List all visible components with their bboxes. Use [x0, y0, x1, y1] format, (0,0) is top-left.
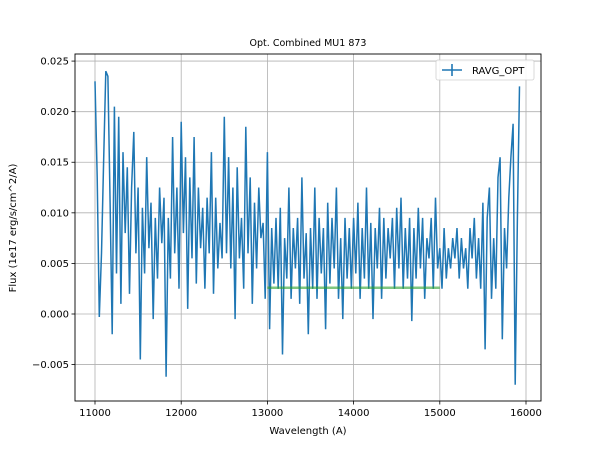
y-tick-label: 0.020 — [40, 107, 69, 118]
y-axis-label: Flux (1e17 erg/s/cm^2/A) — [8, 164, 19, 293]
x-tick-label: 16000 — [510, 408, 542, 419]
plot-frame — [74, 53, 542, 402]
series-line-ravg-opt — [94, 70, 521, 385]
x-tick-label: 13000 — [251, 408, 283, 419]
y-tick-label: 0.010 — [40, 208, 69, 219]
x-tick-label: 15000 — [424, 408, 456, 419]
x-tick-label: 12000 — [165, 408, 197, 419]
x-axis-label: Wavelength (A) — [269, 426, 346, 437]
y-tick-label: 0.000 — [40, 309, 69, 320]
legend: RAVG_OPT — [435, 59, 535, 81]
y-tick-label: 0.025 — [40, 57, 69, 68]
x-tick-label: 11000 — [79, 408, 111, 419]
y-tick-label: 0.005 — [40, 259, 69, 270]
y-tick-label: −0.005 — [32, 360, 69, 371]
y-tick-label: 0.015 — [40, 158, 69, 169]
legend-label-ravg-opt: RAVG_OPT — [472, 66, 525, 77]
x-tick-label: 14000 — [338, 408, 370, 419]
chart-title: Opt. Combined MU1 873 — [250, 38, 367, 49]
